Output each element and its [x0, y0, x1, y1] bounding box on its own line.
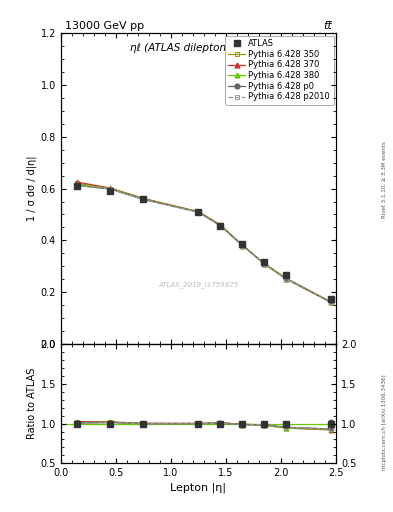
Text: mcplots.cern.ch [arXiv:1306.3436]: mcplots.cern.ch [arXiv:1306.3436] [382, 375, 387, 470]
Text: ηℓ (ATLAS dileptonic ttbar): ηℓ (ATLAS dileptonic ttbar) [130, 42, 267, 53]
Text: ATLAS_2019_I1759875: ATLAS_2019_I1759875 [158, 282, 239, 288]
Text: tt̅: tt̅ [323, 20, 332, 31]
Legend: ATLAS, Pythia 6.428 350, Pythia 6.428 370, Pythia 6.428 380, Pythia 6.428 p0, Py: ATLAS, Pythia 6.428 350, Pythia 6.428 37… [225, 36, 334, 105]
X-axis label: Lepton |η|: Lepton |η| [171, 482, 226, 493]
Text: 13000 GeV pp: 13000 GeV pp [65, 20, 144, 31]
Text: Rivet 3.1.10, ≥ 3.3M events: Rivet 3.1.10, ≥ 3.3M events [382, 141, 387, 218]
Y-axis label: Ratio to ATLAS: Ratio to ATLAS [26, 368, 37, 439]
Y-axis label: 1 / σ dσ / d|η|: 1 / σ dσ / d|η| [26, 156, 37, 221]
